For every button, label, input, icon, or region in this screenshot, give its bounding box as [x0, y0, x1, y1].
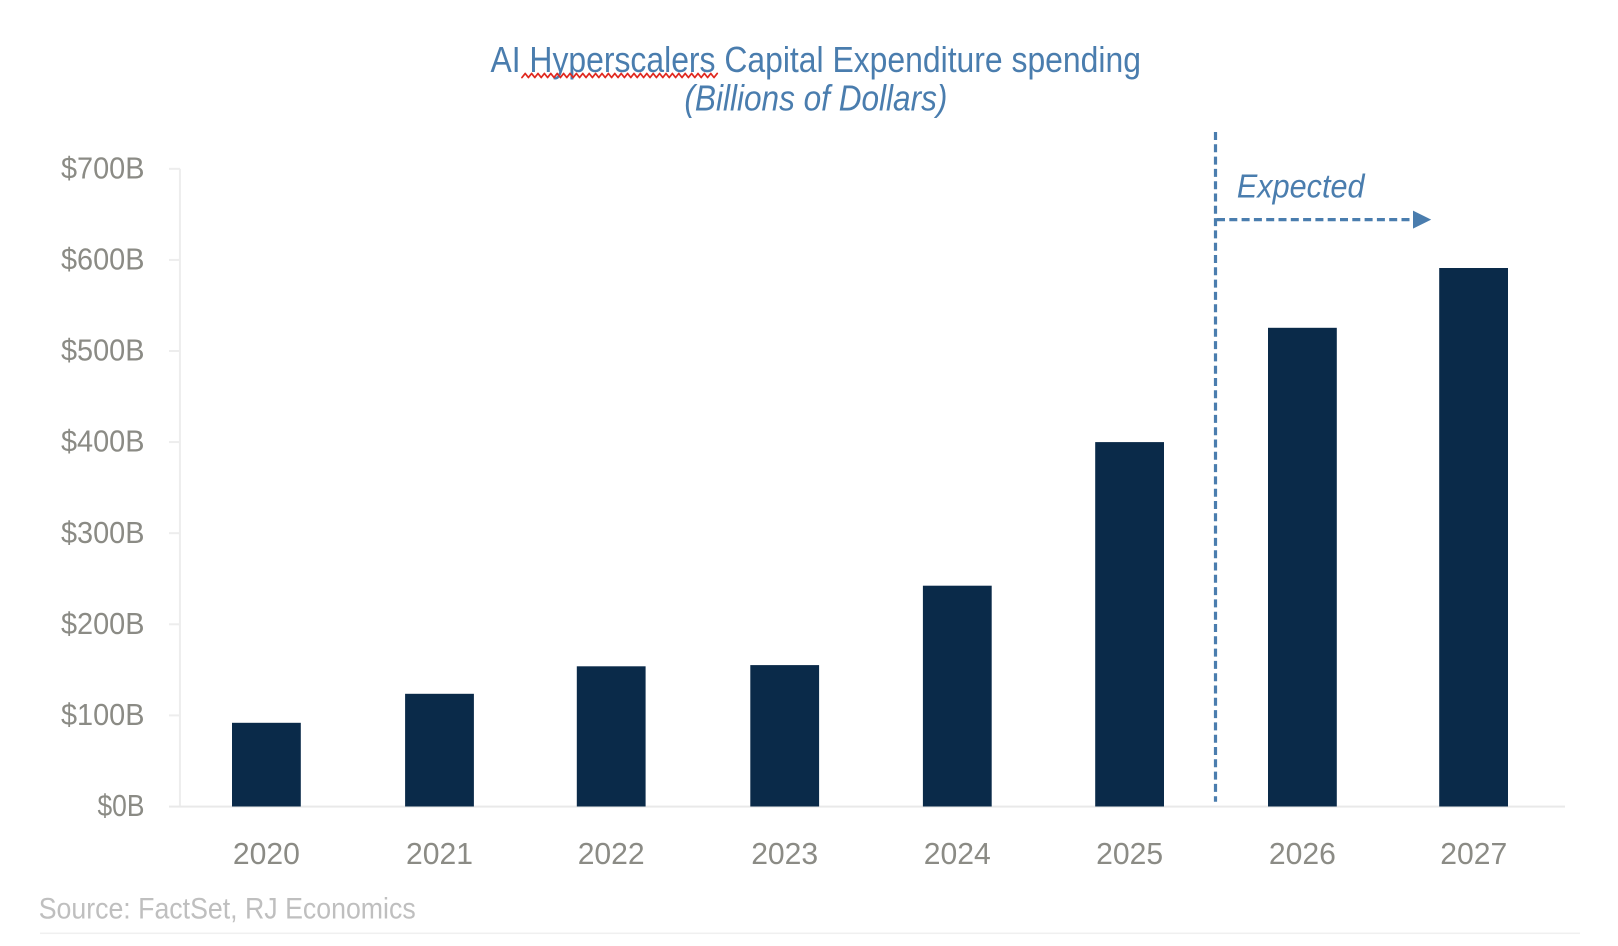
svg-text:2021: 2021	[406, 836, 473, 871]
svg-text:2025: 2025	[1096, 836, 1163, 871]
svg-text:$0B: $0B	[98, 788, 145, 823]
svg-text:2024: 2024	[924, 836, 991, 871]
svg-text:$400B: $400B	[61, 424, 145, 459]
svg-text:2027: 2027	[1440, 836, 1507, 871]
svg-text:(Billions of Dollars): (Billions of Dollars)	[684, 78, 947, 119]
svg-text:$100B: $100B	[61, 697, 145, 732]
svg-text:$500B: $500B	[61, 333, 145, 368]
svg-text:$200B: $200B	[61, 606, 145, 641]
svg-text:2026: 2026	[1269, 836, 1336, 871]
svg-text:2022: 2022	[578, 836, 645, 871]
svg-text:Expected: Expected	[1237, 167, 1366, 204]
svg-text:$300B: $300B	[61, 515, 145, 550]
svg-text:$700B: $700B	[61, 150, 145, 185]
svg-text:Source: FactSet, RJ Economics: Source: FactSet, RJ Economics	[39, 892, 416, 925]
svg-text:2023: 2023	[751, 836, 818, 871]
svg-text:$600B: $600B	[61, 242, 145, 277]
svg-text:AI Hyperscalers Capital Expend: AI Hyperscalers Capital Expenditure spen…	[490, 39, 1141, 80]
svg-text:2020: 2020	[233, 836, 300, 871]
